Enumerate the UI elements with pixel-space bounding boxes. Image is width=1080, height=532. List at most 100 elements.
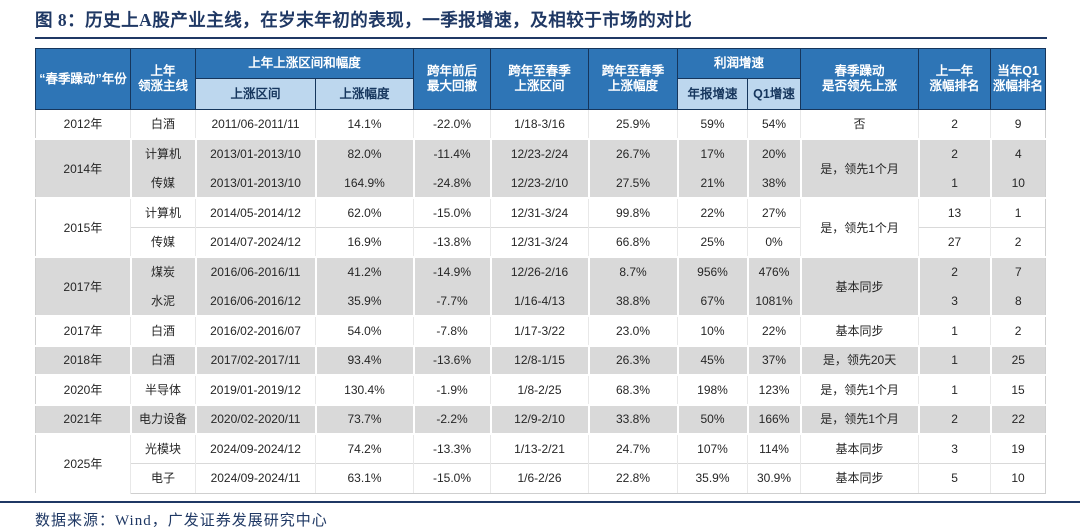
table-cell: 2014/07-2024/12 xyxy=(195,227,316,257)
header-cell-gain: 上涨幅度 xyxy=(314,78,415,110)
table-cell: 2 xyxy=(990,227,1047,257)
table-cell: 22.8% xyxy=(588,463,679,494)
table-cell: 水泥 xyxy=(130,286,197,316)
table-cell: 2013/01-2013/10 xyxy=(195,138,317,169)
header-row-main: “春季躁动”年份 上年 领涨主线 上年上涨区间和幅度 跨年前后 最大回撤 跨年至… xyxy=(35,48,1047,110)
table-cell: 20% xyxy=(747,138,802,169)
table-cell: 198% xyxy=(677,374,749,405)
table-cell: -1.9% xyxy=(413,374,492,405)
table-row: 2015年 计算机 2014/05-2014/12 62.0% -15.0% 12/31-… xyxy=(35,197,1047,257)
table-cell: 17% xyxy=(677,138,749,169)
table-cell: 23.0% xyxy=(588,315,679,346)
table-row: 2014年 计算机 2013/01-2013/10 82.0% -11.4% 12/23-… xyxy=(35,138,1047,198)
table-cell: 82.0% xyxy=(315,138,415,169)
table-cell: 27.5% xyxy=(588,168,679,198)
table-cell: 8.7% xyxy=(588,256,679,287)
table-cell: 光模块 xyxy=(130,433,196,464)
title-divider xyxy=(35,37,1047,39)
table-cell: 2012年 xyxy=(35,109,131,139)
table-cell: 27% xyxy=(747,197,802,228)
table-cell: 22 xyxy=(990,403,1047,434)
table-cell: 476% xyxy=(747,256,802,287)
table-cell: 2 xyxy=(918,109,992,139)
table-cell: 3 xyxy=(918,286,992,316)
table-cell: 2024/09-2024/12 xyxy=(195,433,316,464)
table-cell: 10% xyxy=(677,315,749,346)
table-cell: 12/9-2/10 xyxy=(490,403,590,434)
title-block: 图 8：历史上A股产业主线，在岁末年初的表现，一季报增速，及相较于市场的对比 xyxy=(0,0,1080,39)
table-cell: 2020/02-2020/11 xyxy=(195,403,317,434)
table-cell: 2013/01-2013/10 xyxy=(195,168,317,198)
table-row: 2017年 白酒 2016/02-2016/07 54.0% -7.8% 1/17-3/2… xyxy=(35,315,1047,346)
table-cell: 基本同步 xyxy=(800,433,920,464)
table-row: 传媒 2014/07-2024/12 16.9% -13.8% 12/31-3/24 66… xyxy=(36,227,1047,257)
figure-title: 图 8：历史上A股产业主线，在岁末年初的表现，一季报增速，及相较于市场的对比 xyxy=(35,10,693,30)
table-cell: -7.7% xyxy=(413,286,492,316)
data-source: 数据来源：Wind，广发证券发展研究中心 xyxy=(35,512,328,529)
table-cell: 12/31-3/24 xyxy=(490,197,590,228)
table-cell: 68.3% xyxy=(588,374,679,405)
table-cell: 2019/01-2019/12 xyxy=(195,374,316,405)
table-cell: 0% xyxy=(747,227,802,257)
table-cell: 是，领先1个月 xyxy=(800,197,920,257)
table-cell: 12/8-1/15 xyxy=(490,344,590,375)
table-cell: 16.9% xyxy=(315,227,415,257)
table-cell: 2016/06-2016/11 xyxy=(195,256,317,287)
table-row: 2021年 电力设备 2020/02-2020/11 73.7% -2.2% 12/9-2… xyxy=(35,403,1047,434)
table-cell: 基本同步 xyxy=(800,256,920,316)
header-cell-rank-q1: 当年Q1 涨幅排名 xyxy=(990,48,1047,110)
table-cell: 35.9% xyxy=(315,286,415,316)
header-cell-spring-gain: 跨年至春季 上涨幅度 xyxy=(588,48,679,110)
table-cell: -11.4% xyxy=(413,138,492,169)
table-cell: 25.9% xyxy=(588,109,679,139)
table-cell: 93.4% xyxy=(315,344,415,375)
table-cell: 130.4% xyxy=(315,374,415,405)
table-cell: 2016/02-2016/07 xyxy=(195,315,316,346)
table-cell: 1/17-3/22 xyxy=(490,315,590,346)
table-cell: 是，领先1个月 xyxy=(800,138,920,198)
table-cell: 41.2% xyxy=(315,256,415,287)
table-row: 2017年 煤炭 2016/06-2016/11 41.2% -14.9% 12/26-2… xyxy=(35,256,1047,316)
table-cell: 22% xyxy=(677,197,749,228)
table-cell: 煤炭 xyxy=(130,256,197,287)
table-cell: 2024/09-2024/11 xyxy=(195,463,316,494)
header-cell-year: “春季躁动”年份 xyxy=(35,48,131,110)
table-cell: 13 xyxy=(918,197,992,228)
header-cell-sync: 春季躁动 是否领先上涨 xyxy=(800,48,920,110)
table-cell: 2017年 xyxy=(35,256,132,316)
table-cell: 1081% xyxy=(747,286,802,316)
table-cell: 26.3% xyxy=(588,344,679,375)
table-cell: 12/23-2/24 xyxy=(490,138,590,169)
header-cell-profit-group: 利润增速 xyxy=(677,48,802,79)
table-cell: 63.1% xyxy=(315,463,415,494)
table-cell: 45% xyxy=(677,344,749,375)
table-cell: 54% xyxy=(747,109,802,139)
table-cell: 74.2% xyxy=(315,433,415,464)
table-row: 2025年 光模块 2024/09-2024/12 74.2% -13.3% 1/13-2… xyxy=(35,433,1047,493)
table-cell: 24.7% xyxy=(588,433,679,464)
table-cell: 电力设备 xyxy=(130,403,197,434)
table-cell: -13.3% xyxy=(413,433,492,464)
table-cell: 38.8% xyxy=(588,286,679,316)
table-cell: 107% xyxy=(677,433,749,464)
table-cell: 1 xyxy=(918,168,992,198)
table-cell: 是，领先1个月 xyxy=(800,403,920,434)
table-cell: 半导体 xyxy=(130,374,196,405)
table-cell: 3 xyxy=(918,433,992,464)
table-cell: 2015年 xyxy=(35,197,131,257)
table-cell: 9 xyxy=(990,109,1047,139)
table-cell: 1 xyxy=(918,374,992,405)
header-cell-annual: 年报增速 xyxy=(677,78,749,110)
table-header: “春季躁动”年份 上年 领涨主线 上年上涨区间和幅度 跨年前后 最大回撤 跨年至… xyxy=(35,48,1047,110)
table-cell: 25% xyxy=(677,227,749,257)
table-cell: 25 xyxy=(990,344,1047,375)
table-cell: -13.6% xyxy=(413,344,492,375)
table-cell: 1 xyxy=(918,344,992,375)
table-cell: 73.7% xyxy=(315,403,415,434)
table-cell: 33.8% xyxy=(588,403,679,434)
table-cell: 2014/05-2014/12 xyxy=(195,197,316,228)
table-cell: 计算机 xyxy=(130,197,196,228)
table-cell: 2 xyxy=(918,403,992,434)
table-cell: -2.2% xyxy=(413,403,492,434)
table-cell: 37% xyxy=(747,344,802,375)
